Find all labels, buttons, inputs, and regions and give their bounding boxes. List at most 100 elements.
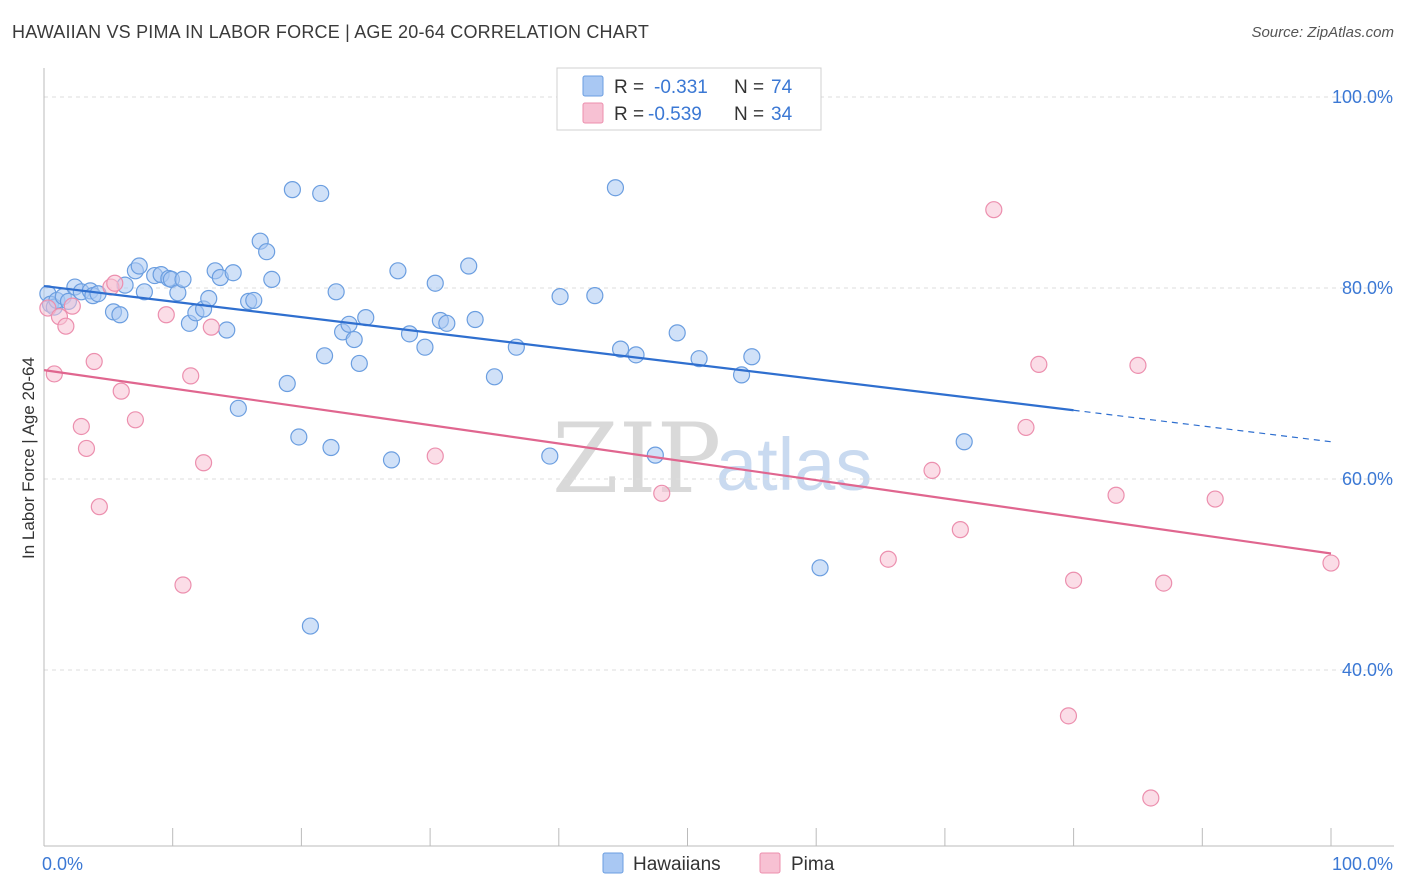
hawaiians-point-66	[627, 346, 645, 364]
pima-point-33	[1322, 554, 1340, 572]
pima-point-14	[174, 576, 192, 594]
y-tick-label-60: 60.0%	[1342, 469, 1393, 489]
pima-point-30	[1142, 789, 1160, 807]
pima-point-28	[1107, 486, 1125, 504]
hawaiians-point-52	[400, 325, 419, 343]
hawaiians-point-48	[350, 354, 368, 373]
hawaiians-point-44	[327, 283, 345, 301]
hawaiians-point-53	[416, 338, 434, 356]
hawaiians-point-29	[218, 321, 236, 339]
pima-point-0	[39, 299, 57, 317]
hawaiians-point-39	[290, 428, 308, 446]
pima-point-5	[72, 417, 90, 436]
hawaiians-point-12	[111, 306, 129, 324]
pima-point-32	[1206, 490, 1224, 508]
pima-point-31	[1155, 574, 1173, 592]
pima-point-22	[951, 521, 969, 539]
hawaiians-point-71	[743, 348, 761, 366]
hawaiians-point-72	[811, 559, 829, 577]
hawaiians-point-40	[301, 617, 320, 635]
hawaiians-point-58	[466, 310, 484, 329]
hawaiians-point-73	[955, 433, 973, 451]
chart-title: HAWAIIAN VS PIMA IN LABOR FORCE | AGE 20…	[12, 22, 650, 42]
hawaiians-point-69	[690, 350, 708, 368]
hawaiians-r-value: -0.331	[654, 77, 708, 98]
pima-swatch	[582, 102, 604, 124]
hawaiians-point-37	[278, 374, 296, 393]
hawaiians-point-31	[229, 399, 247, 417]
hawaiians-point-36	[263, 270, 281, 289]
hawaiians-point-22	[174, 270, 192, 289]
pima-n-label: N =	[734, 104, 764, 125]
hawaiians-point-41	[312, 184, 330, 203]
pima-points	[39, 201, 1340, 807]
y-tick-label-40: 40.0%	[1342, 660, 1393, 680]
pima-point-16	[194, 454, 213, 472]
pima-n-value: 34	[771, 104, 793, 125]
pima-point-10	[106, 274, 124, 292]
hawaiians-point-47	[345, 330, 363, 349]
legend-hawaiians-label: Hawaiians	[633, 854, 721, 875]
watermark: ZIP atlas	[552, 403, 872, 515]
pima-point-12	[126, 411, 144, 429]
hawaiians-point-30	[224, 264, 242, 282]
pima-point-7	[85, 352, 103, 371]
hawaiians-n-label: N =	[734, 77, 764, 98]
hawaiians-trend-extension	[1073, 409, 1332, 443]
legend-hawaiians-swatch	[602, 852, 624, 874]
pima-point-23	[985, 201, 1003, 219]
pima-point-13	[157, 306, 175, 324]
x-tick-label-max: 100.0%	[1332, 854, 1393, 874]
hawaiians-point-63	[586, 287, 604, 305]
pima-point-17	[202, 318, 220, 336]
hawaiians-point-43	[322, 438, 340, 457]
pima-point-19	[653, 484, 671, 502]
watermark-zip: ZIP	[552, 403, 721, 515]
hawaiians-point-61	[541, 447, 559, 465]
hawaiians-point-42	[315, 347, 334, 365]
pima-point-15	[182, 367, 200, 385]
series-legend: Hawaiians Pima	[602, 852, 835, 875]
y-axis-tick-labels: 40.0% 60.0% 80.0% 100.0%	[1332, 87, 1393, 680]
legend-pima-label: Pima	[791, 854, 835, 875]
hawaiians-points	[39, 179, 973, 635]
hawaiians-point-65	[611, 340, 630, 358]
hawaiians-point-26	[200, 289, 218, 308]
pima-point-21	[923, 461, 941, 480]
stats-legend: R = -0.331 N = 74 R = -0.539 N = 34	[556, 67, 822, 131]
hawaiians-trend-line	[43, 284, 1074, 412]
pima-point-4	[63, 297, 81, 315]
pima-point-18	[426, 447, 444, 465]
pima-point-11	[112, 382, 130, 400]
hawaiians-point-59	[485, 368, 504, 386]
hawaiians-point-57	[460, 257, 478, 275]
pima-point-6	[77, 439, 96, 458]
pima-point-25	[1030, 355, 1048, 373]
hawaiians-point-67	[646, 446, 664, 464]
y-tick-label-80: 80.0%	[1342, 278, 1393, 298]
hawaiians-point-50	[382, 451, 401, 469]
pima-r-value: -0.539	[648, 104, 702, 125]
hawaiians-n-value: 74	[771, 77, 793, 98]
trend-lines	[43, 284, 1332, 555]
legend-pima-swatch	[759, 852, 781, 874]
gridlines	[44, 96, 1394, 671]
source-label: Source: ZipAtlas.com	[1251, 24, 1394, 41]
pima-point-24	[1017, 418, 1035, 437]
hawaiians-point-51	[389, 262, 407, 280]
hawaiians-point-64	[606, 179, 625, 197]
pima-point-26	[1059, 707, 1078, 725]
hawaiians-point-15	[130, 257, 148, 275]
hawaiians-point-54	[426, 274, 444, 292]
hawaiians-point-33	[245, 291, 263, 310]
pima-point-29	[1129, 356, 1147, 374]
hawaiians-point-16	[135, 283, 153, 301]
pima-trend-line	[43, 369, 1332, 555]
pima-point-8	[90, 498, 108, 516]
pima-r-label: R =	[614, 104, 644, 125]
hawaiians-swatch	[582, 75, 604, 97]
y-axis-title: In Labor Force | Age 20-64	[19, 357, 38, 559]
pima-point-1	[45, 365, 63, 383]
hawaiians-r-label: R =	[614, 77, 644, 98]
